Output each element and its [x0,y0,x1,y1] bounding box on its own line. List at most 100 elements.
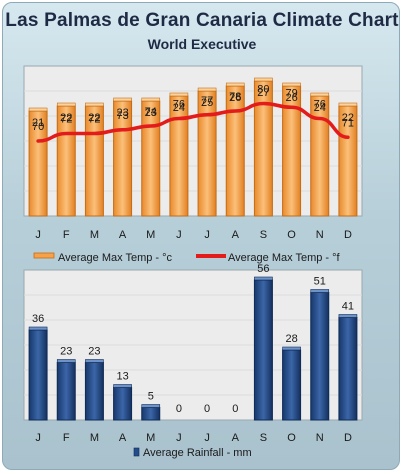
rain-bar-label: 56 [257,263,269,275]
temp-bar-top [113,97,132,102]
rain-x-tick: M [90,432,99,444]
rain-bar-label: 13 [116,371,128,383]
temp-bar-label: 25 [201,97,213,109]
temp-bar-top [56,102,76,107]
rain-x-tick: J [204,432,210,444]
temp-bar-top [282,82,301,87]
rain-bar-top [141,404,161,408]
temp-bar-label: 23 [145,107,157,119]
temp-bar-top [169,92,189,97]
rain-bar [84,362,104,421]
temp-bar-label: 23 [116,107,128,119]
rain-x-tick: A [119,432,127,444]
temp-bar-label: 21 [32,117,44,129]
temp-f-line [36,101,350,143]
temp-f-label: 73 [116,110,128,122]
temp-x-tick: M [90,229,99,241]
legend-swatch-rain [133,447,140,457]
temp-x-tick: J [35,229,41,241]
temp-f-label: 76 [314,99,326,111]
temp-bar-top [197,87,217,92]
temp-bar-label: 22 [88,112,100,124]
temp-bar-label: 24 [314,102,326,114]
rain-bar-label: 0 [176,403,182,415]
rain-bar-top [28,326,48,331]
rain-bar-top [310,289,330,293]
temp-f-label: 78 [229,91,241,103]
temp-bar [225,85,245,217]
temp-bar-label: 27 [257,87,269,99]
temp-f-label: 74 [145,106,157,118]
rain-bar [141,407,161,421]
chart-subtitle: World Executive [147,36,257,52]
temp-bar [169,95,189,217]
temp-x-tick: O [287,229,296,241]
rain-bar [56,362,76,421]
rain-bar-label: 51 [314,276,326,288]
chart-title: Las Palmas de Gran Canaria Climate Chart [5,10,399,31]
rain-bar-top [282,346,301,351]
temp-bar-label: 22 [60,112,72,124]
temp-bar [310,95,330,217]
legend-swatch-temp-c [33,252,55,259]
temp-bar [253,80,273,217]
rain-x-tick: A [232,432,240,444]
temp-bar [197,90,217,217]
temp-bar-top [141,97,161,102]
temp-x-tick: D [344,229,352,241]
rain-bar-top [113,384,132,388]
rain-bar [28,329,48,421]
temp-x-tick: S [260,229,267,241]
rain-x-tick: M [146,432,155,444]
temp-bar-label: 22 [342,112,354,124]
rain-x-tick: J [35,432,41,444]
temp-bar-top [85,102,104,107]
temp-bar-label: 26 [229,92,241,104]
rain-x-tick: N [316,432,324,444]
temp-f-label: 77 [201,95,213,107]
rain-bar-label: 41 [342,301,354,313]
rain-bar-label: 36 [32,313,44,325]
temp-bar-top [28,107,48,112]
temp-bar-top [338,102,358,107]
temp-bar-label: 24 [173,102,185,114]
rain-bar [253,279,273,421]
temp-x-tick: A [232,229,240,241]
rain-bar [282,349,302,421]
rain-x-tick: O [287,432,296,444]
rain-x-tick: J [176,432,182,444]
rain-bar [113,387,133,421]
rain-bar [310,292,330,421]
rain-bar-label: 0 [232,403,238,415]
temp-x-tick: F [63,229,70,241]
legend-label-rain: Average Rainfall - mm [143,447,252,459]
temp-f-label: 70 [32,121,44,133]
temp-f-label: 79 [285,87,297,99]
rain-bar-label: 28 [285,333,297,345]
rain-bar [338,317,358,421]
rain-bar-top [254,276,273,281]
temp-f-label: 72 [88,114,100,126]
temp-bar-label: 26 [285,92,297,104]
temp-x-tick: M [146,229,155,241]
temp-bar-top [310,92,330,97]
temp-f-label: 72 [60,114,72,126]
temp-x-tick: N [316,229,324,241]
rain-bar-label: 5 [148,391,154,403]
temp-f-label: 76 [173,99,185,111]
rain-bar-label: 0 [204,403,210,415]
rain-bar-top [338,314,358,318]
rain-x-tick: S [260,432,267,444]
temp-bar-top [225,82,245,87]
temp-x-tick: A [119,229,127,241]
temp-f-label: 71 [342,117,354,129]
temp-x-tick: J [204,229,210,241]
rain-bar-top [56,359,76,363]
legend-label-temp-f: Average Max Temp - °f [228,252,341,264]
temp-bar-top [254,77,273,82]
rain-x-tick: F [63,432,70,444]
temp-x-tick: J [176,229,182,241]
temp-f-label: 80 [257,84,269,96]
rain-bar-label: 23 [60,346,72,358]
